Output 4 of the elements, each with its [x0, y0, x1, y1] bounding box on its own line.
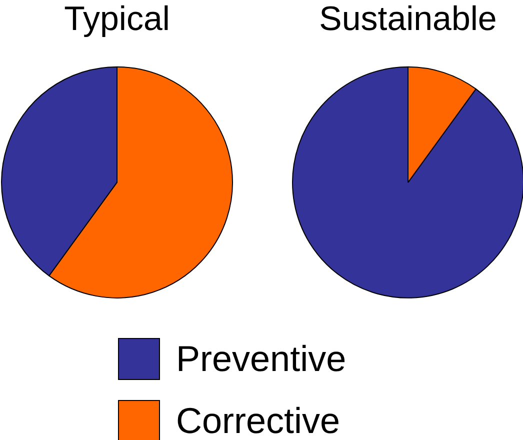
- slice-label: Sustainable: [319, 0, 497, 38]
- slice-label: Typical: [64, 0, 170, 38]
- legend-label: Corrective: [176, 400, 340, 440]
- legend-label: Preventive: [176, 338, 346, 380]
